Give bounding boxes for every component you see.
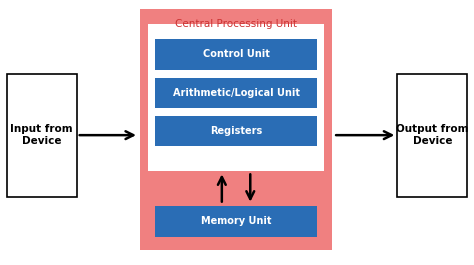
Bar — [155, 39, 317, 69]
Bar — [7, 74, 77, 197]
Text: Control Unit: Control Unit — [202, 49, 270, 59]
Text: Central Processing Unit: Central Processing Unit — [175, 19, 297, 29]
Text: Registers: Registers — [210, 126, 262, 136]
Text: Output from
Device: Output from Device — [396, 124, 468, 146]
Text: Input from
Device: Input from Device — [10, 124, 73, 146]
Text: Memory Unit: Memory Unit — [201, 216, 271, 226]
Bar — [155, 116, 317, 146]
Text: Arithmetic/Logical Unit: Arithmetic/Logical Unit — [173, 88, 300, 98]
Bar — [155, 77, 317, 108]
Bar — [397, 74, 467, 197]
Bar — [155, 206, 317, 236]
Bar — [140, 9, 332, 250]
Bar — [148, 24, 324, 171]
